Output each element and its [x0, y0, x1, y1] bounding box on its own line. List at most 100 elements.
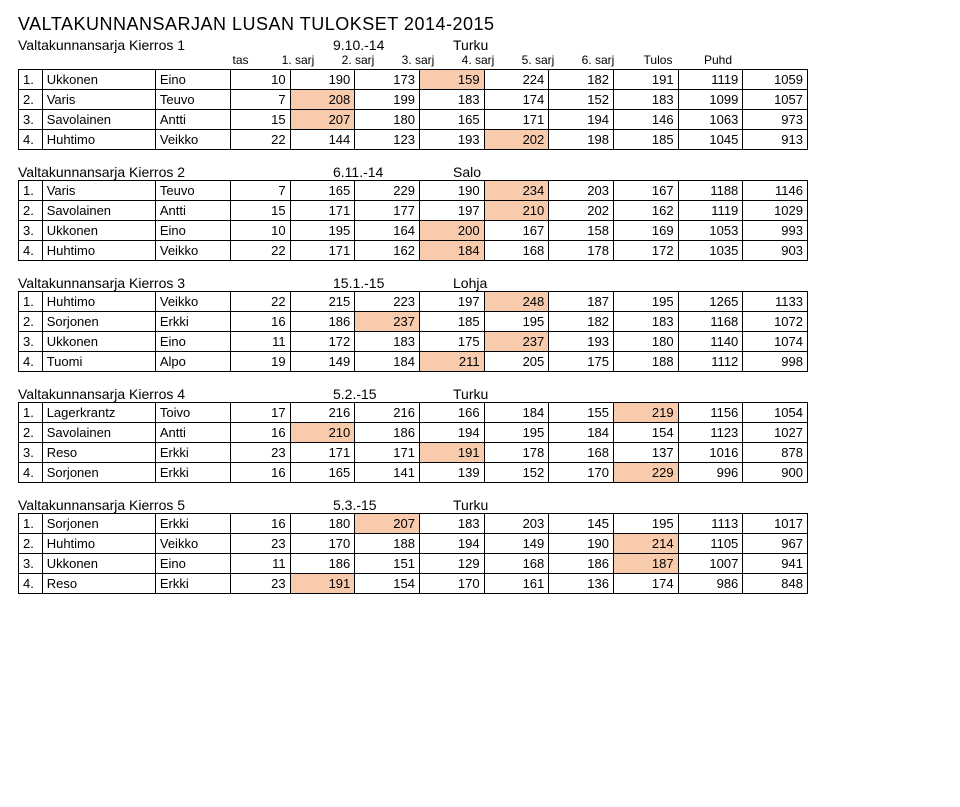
cell-rank: 1. — [19, 514, 43, 534]
cell-rank: 1. — [19, 292, 43, 312]
section-date: 15.1.-15 — [333, 275, 453, 291]
cell-sarj: 174 — [613, 574, 678, 594]
cell-sarj: 195 — [613, 514, 678, 534]
cell-sarj: 185 — [613, 130, 678, 150]
cell-sarj: 123 — [355, 130, 420, 150]
cell-tas: 11 — [231, 332, 290, 352]
table-row: 1.VarisTeuvo716522919023420316711881146 — [19, 181, 808, 201]
table-row: 2.VarisTeuvo720819918317415218310991057 — [19, 90, 808, 110]
cell-sarj: 237 — [355, 312, 420, 332]
table-row: 1.HuhtimoVeikko2221522319724818719512651… — [19, 292, 808, 312]
cell-lastname: Sorjonen — [42, 514, 155, 534]
cell-firstname: Erkki — [155, 514, 230, 534]
cell-tulos: 1045 — [678, 130, 743, 150]
cell-sarj: 151 — [355, 554, 420, 574]
cell-sarj: 137 — [613, 443, 678, 463]
cell-tas: 16 — [231, 514, 290, 534]
section-location: Salo — [453, 164, 481, 180]
cell-sarj: 183 — [419, 514, 484, 534]
cell-tulos: 1265 — [678, 292, 743, 312]
cell-firstname: Erkki — [155, 574, 230, 594]
results-section: Valtakunnansarja Kierros 26.11.-14Salo1.… — [18, 164, 942, 261]
cell-sarj: 154 — [613, 423, 678, 443]
cell-sarj: 200 — [419, 221, 484, 241]
section-title: Valtakunnansarja Kierros 5 — [18, 497, 333, 513]
cell-puhd: 878 — [743, 443, 808, 463]
cell-sarj: 188 — [355, 534, 420, 554]
cell-tulos: 1099 — [678, 90, 743, 110]
cell-lastname: Huhtimo — [42, 130, 155, 150]
cell-sarj: 190 — [419, 181, 484, 201]
cell-tulos: 1063 — [678, 110, 743, 130]
cell-tulos: 1007 — [678, 554, 743, 574]
cell-tas: 11 — [231, 554, 290, 574]
section-header: Valtakunnansarja Kierros 26.11.-14Salo — [18, 164, 942, 180]
cell-sarj: 162 — [613, 201, 678, 221]
cell-tulos: 1168 — [678, 312, 743, 332]
cell-lastname: Sorjonen — [42, 463, 155, 483]
cell-sarj: 161 — [484, 574, 549, 594]
cell-sarj: 154 — [355, 574, 420, 594]
cell-sarj: 166 — [419, 403, 484, 423]
cell-sarj: 178 — [484, 443, 549, 463]
section-title: Valtakunnansarja Kierros 3 — [18, 275, 333, 291]
cell-sarj: 183 — [613, 90, 678, 110]
cell-tulos: 1053 — [678, 221, 743, 241]
cell-sarj: 229 — [355, 181, 420, 201]
cell-sarj: 191 — [419, 443, 484, 463]
cell-sarj: 197 — [419, 201, 484, 221]
table-row: 2.HuhtimoVeikko2317018819414919021411059… — [19, 534, 808, 554]
cell-firstname: Eino — [155, 332, 230, 352]
col-header-sarj: 6. sarj — [568, 53, 628, 67]
cell-sarj: 171 — [290, 201, 355, 221]
cell-sarj: 175 — [419, 332, 484, 352]
cell-puhd: 1074 — [743, 332, 808, 352]
col-header-sarj: 5. sarj — [508, 53, 568, 67]
cell-firstname: Veikko — [155, 292, 230, 312]
cell-firstname: Eino — [155, 221, 230, 241]
cell-sarj: 180 — [355, 110, 420, 130]
column-headers: tas1. sarj2. sarj3. sarj4. sarj5. sarj6.… — [18, 53, 942, 67]
cell-sarj: 207 — [355, 514, 420, 534]
table-row: 3.UkkonenEino111721831752371931801140107… — [19, 332, 808, 352]
cell-sarj: 183 — [355, 332, 420, 352]
cell-sarj: 214 — [613, 534, 678, 554]
cell-sarj: 186 — [290, 554, 355, 574]
cell-sarj: 146 — [613, 110, 678, 130]
cell-puhd: 900 — [743, 463, 808, 483]
cell-sarj: 164 — [355, 221, 420, 241]
cell-sarj: 152 — [549, 90, 614, 110]
cell-puhd: 993 — [743, 221, 808, 241]
cell-sarj: 177 — [355, 201, 420, 221]
cell-rank: 4. — [19, 130, 43, 150]
cell-sarj: 180 — [290, 514, 355, 534]
cell-sarj: 171 — [290, 443, 355, 463]
cell-sarj: 184 — [355, 352, 420, 372]
section-title: Valtakunnansarja Kierros 2 — [18, 164, 333, 180]
cell-tas: 10 — [231, 221, 290, 241]
cell-puhd: 941 — [743, 554, 808, 574]
cell-sarj: 178 — [549, 241, 614, 261]
cell-rank: 2. — [19, 423, 43, 443]
cell-tulos: 986 — [678, 574, 743, 594]
cell-lastname: Varis — [42, 90, 155, 110]
cell-sarj: 139 — [419, 463, 484, 483]
cell-rank: 3. — [19, 554, 43, 574]
cell-sarj: 210 — [290, 423, 355, 443]
table-row: 4.HuhtimoVeikko2217116218416817817210359… — [19, 241, 808, 261]
cell-puhd: 1059 — [743, 70, 808, 90]
cell-sarj: 170 — [419, 574, 484, 594]
cell-lastname: Ukkonen — [42, 332, 155, 352]
col-header-sarj: 2. sarj — [328, 53, 388, 67]
cell-sarj: 169 — [613, 221, 678, 241]
cell-tas: 10 — [231, 70, 290, 90]
cell-tas: 22 — [231, 292, 290, 312]
cell-lastname: Varis — [42, 181, 155, 201]
cell-sarj: 185 — [419, 312, 484, 332]
cell-rank: 4. — [19, 463, 43, 483]
cell-sarj: 165 — [290, 181, 355, 201]
cell-sarj: 187 — [549, 292, 614, 312]
cell-sarj: 199 — [355, 90, 420, 110]
cell-sarj: 183 — [613, 312, 678, 332]
cell-puhd: 848 — [743, 574, 808, 594]
